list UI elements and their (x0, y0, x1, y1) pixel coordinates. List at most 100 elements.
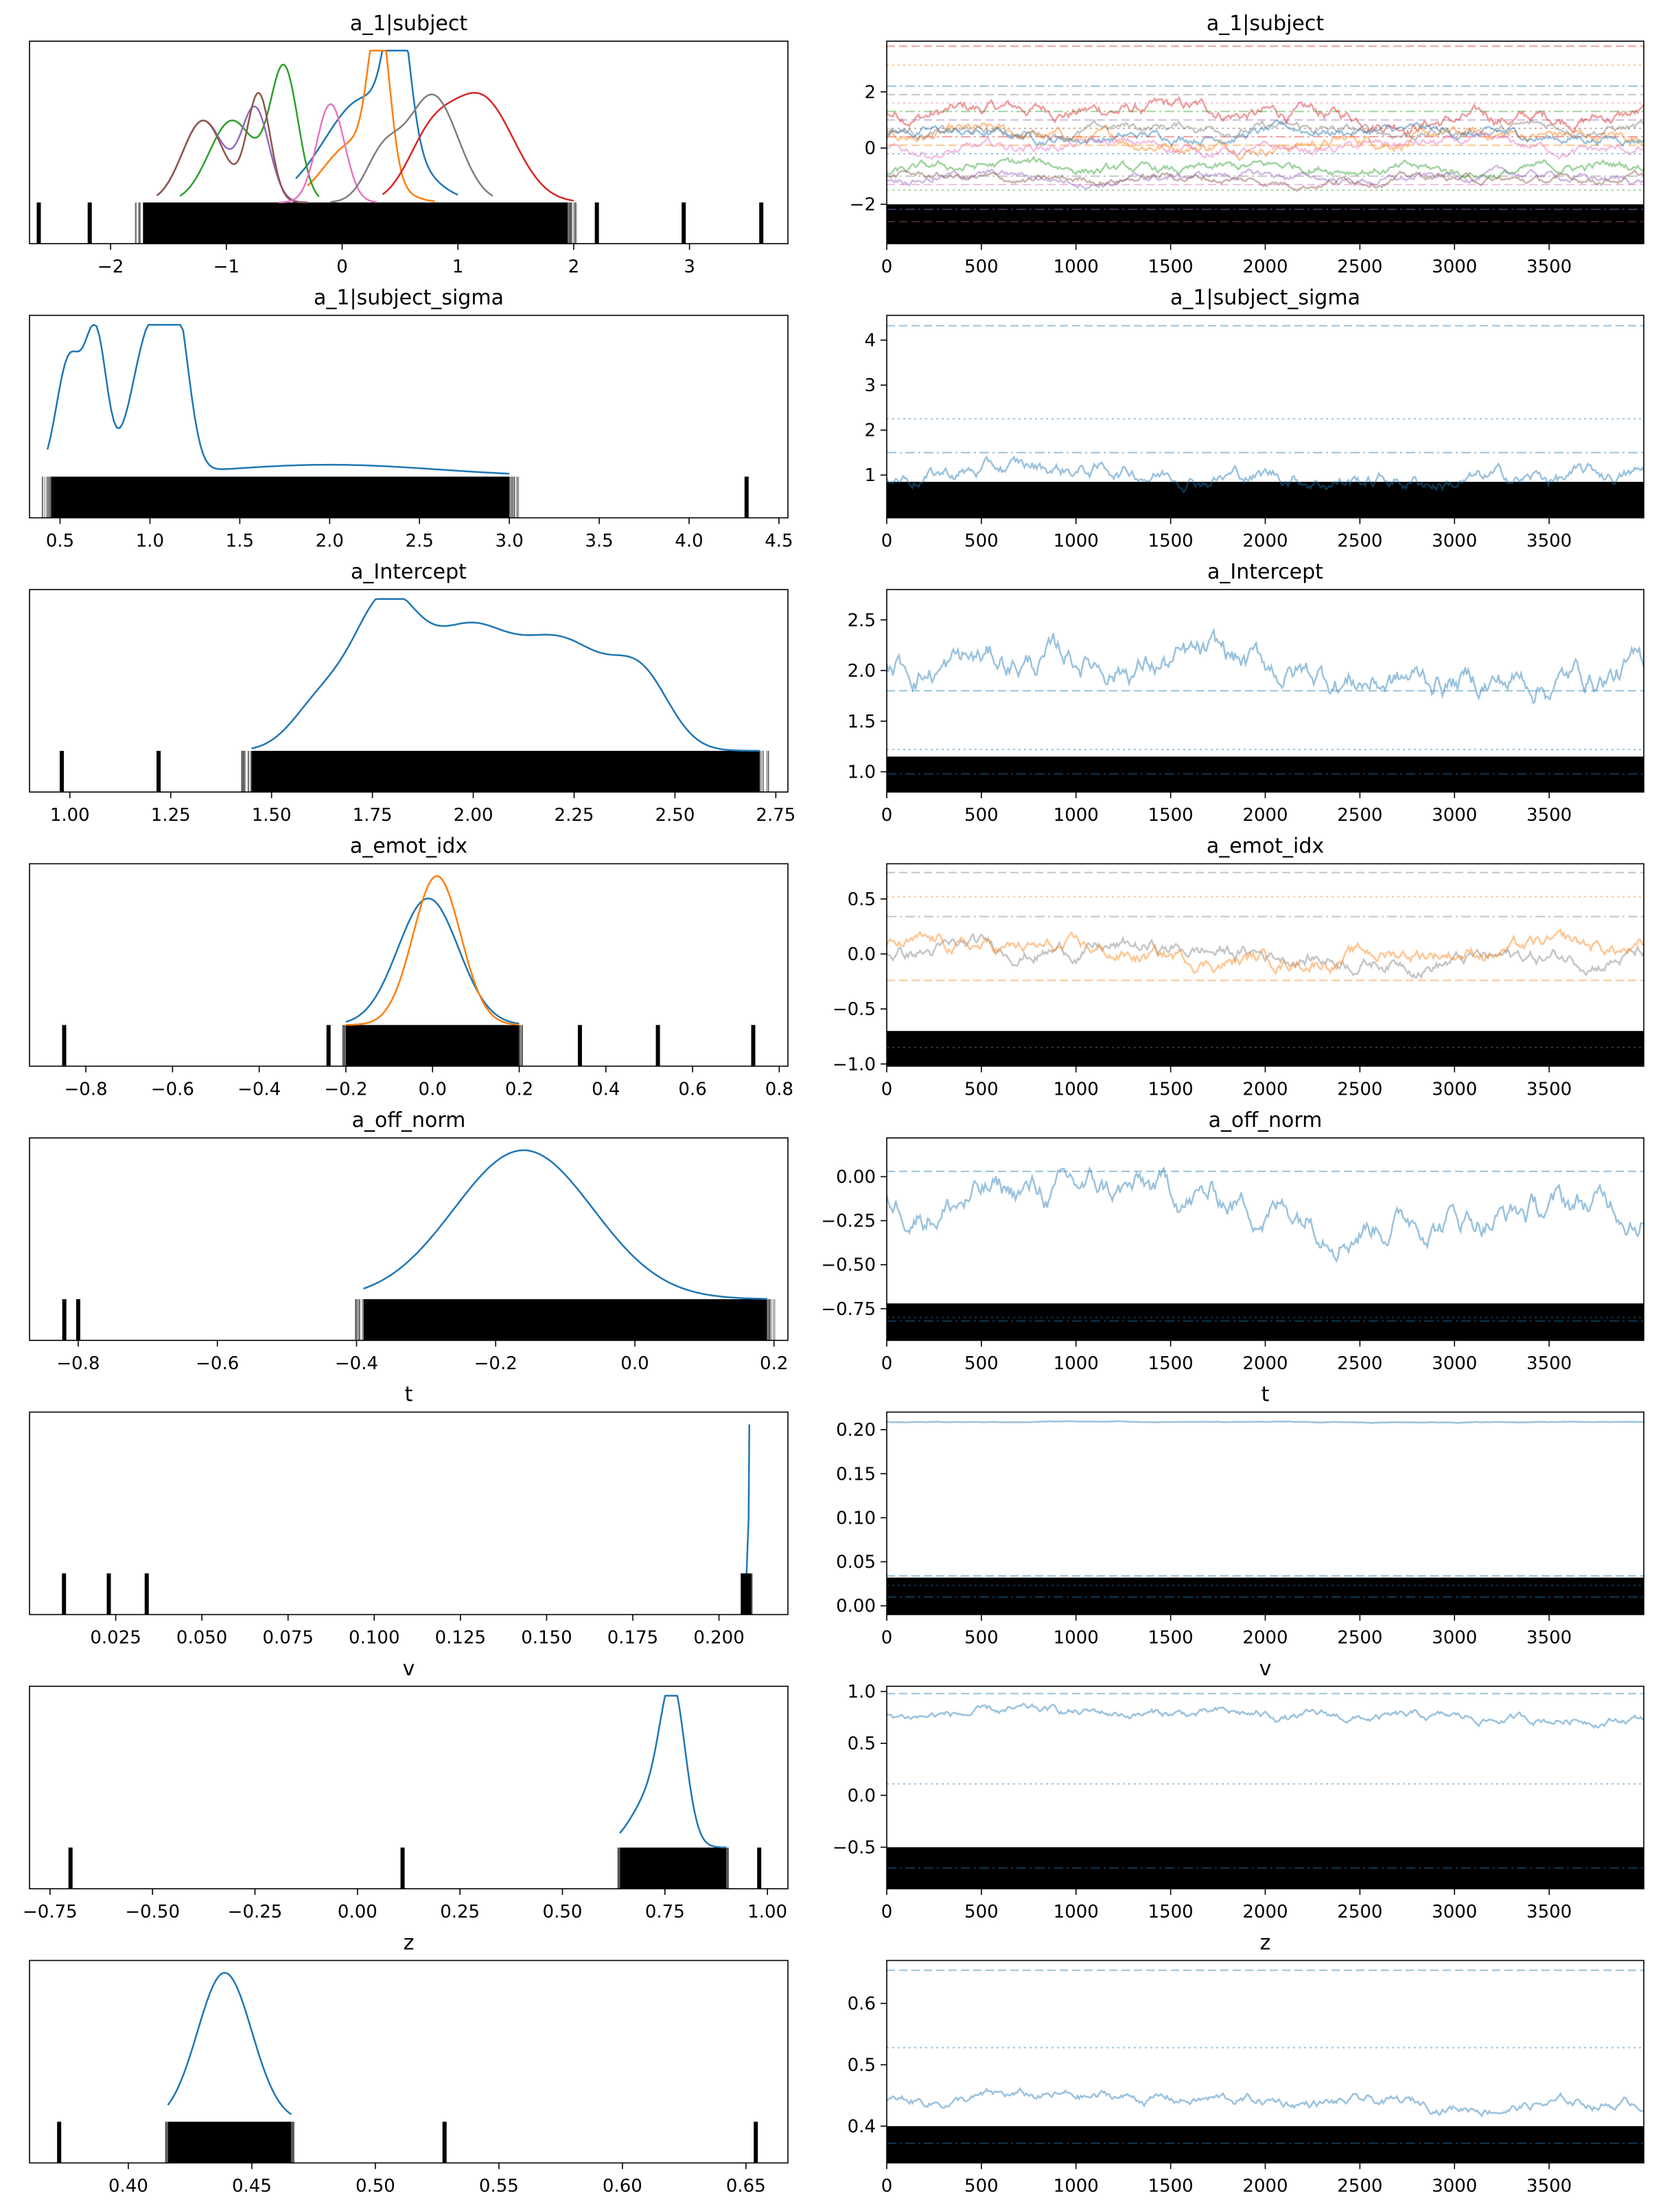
x-tick-label: 500 (964, 2176, 999, 2197)
trace-line-0 (887, 932, 1644, 980)
rug-band (363, 1299, 767, 1340)
panel-title: a_Intercept (351, 560, 467, 584)
trace-line-7 (887, 169, 1644, 192)
panel-title: a_1|subject (1207, 12, 1325, 36)
x-tick-label: 2000 (1242, 2176, 1288, 2197)
x-tick-label: 0.2 (505, 1080, 533, 1100)
trace-panel-11: t 0 500 1000 1500 2000 2500 3000 3500 0.00 0.05 0.1… (836, 1383, 1644, 1649)
density-curve-0 (363, 1149, 767, 1300)
y-tick-label: 0.5 (848, 889, 876, 910)
x-tick-label: 3500 (1526, 1902, 1572, 1922)
density-curve-0 (619, 1695, 727, 1849)
x-tick-label: 1.50 (252, 805, 292, 826)
x-tick-label: 0 (881, 1628, 893, 1649)
plot-area (887, 1969, 1644, 2163)
x-tick-label: −0.25 (228, 1902, 283, 1922)
x-tick-label: 3000 (1432, 2176, 1477, 2197)
y-tick-label: 2 (864, 82, 876, 103)
plot-area (887, 1165, 1644, 1340)
y-tick-label: 1.0 (848, 762, 876, 783)
x-tick-label: 1000 (1054, 1902, 1099, 1922)
x-tick-label: 0.50 (543, 1902, 583, 1922)
axes-frame (29, 1137, 789, 1341)
y-tick-label: 1.5 (848, 712, 876, 732)
trace-line-2 (887, 119, 1644, 148)
trace-line-6 (887, 164, 1644, 190)
axes-frame (29, 1686, 789, 1889)
x-tick-label: 0.45 (232, 2176, 272, 2197)
panel-title: t (405, 1383, 413, 1407)
x-tick-label: 2000 (1242, 531, 1288, 552)
y-tick-label: 0.10 (836, 1508, 876, 1528)
trace-line-5 (887, 155, 1644, 181)
plot-area (887, 627, 1644, 792)
panel-title: a_1|subject_sigma (314, 286, 504, 310)
x-tick-label: 0.5 (46, 531, 74, 552)
x-tick-label: 1000 (1054, 1353, 1099, 1374)
density-curve-0 (745, 1424, 750, 1574)
x-tick-label: 2.75 (756, 805, 795, 826)
panel-title: v (1259, 1657, 1272, 1681)
x-tick-label: 3500 (1526, 257, 1572, 277)
x-tick-label: 1000 (1054, 1080, 1099, 1100)
plot-area (62, 875, 756, 1067)
y-tick-label: −0.50 (821, 1255, 876, 1276)
x-tick-label: 0.00 (338, 1902, 377, 1922)
x-tick-label: 2000 (1242, 257, 1288, 277)
x-tick-label: 3000 (1432, 1902, 1477, 1922)
y-tick-label: 0.0 (848, 1786, 876, 1806)
x-tick-label: 0.0 (419, 1080, 447, 1100)
plot-area (41, 323, 749, 518)
y-tick-label: 1 (864, 465, 876, 486)
y-tick-label: 4 (864, 331, 876, 351)
x-tick-label: 1500 (1148, 2176, 1194, 2197)
x-tick-label: 0.60 (603, 2176, 642, 2197)
plot-area (887, 45, 1644, 244)
panel-title: z (1260, 1931, 1271, 1955)
x-tick-label: 3 (684, 257, 695, 277)
x-tick-label: 3500 (1526, 531, 1572, 552)
x-tick-label: 3500 (1526, 1080, 1572, 1100)
trace-band (887, 756, 1644, 792)
plot-area (68, 1695, 762, 1889)
y-tick-label: −0.5 (833, 999, 876, 1020)
x-tick-label: 3000 (1432, 257, 1477, 277)
x-tick-label: 0 (881, 1080, 893, 1100)
x-tick-label: 3.0 (495, 531, 523, 552)
axes-frame (29, 1411, 789, 1616)
trace-band (887, 1031, 1644, 1067)
x-tick-label: 1000 (1054, 1628, 1099, 1649)
x-tick-label: −0.6 (196, 1353, 239, 1374)
y-tick-label: 2.0 (848, 661, 876, 682)
x-tick-label: 3000 (1432, 531, 1477, 552)
y-tick-label: 0.20 (836, 1420, 876, 1441)
density-curve-5 (156, 91, 307, 204)
x-tick-label: 1500 (1148, 1902, 1194, 1922)
panel-title: a_Intercept (1207, 560, 1323, 584)
x-tick-label: 0.8 (765, 1080, 793, 1100)
x-tick-label: −1 (213, 257, 240, 277)
y-tick-label: −0.5 (833, 1837, 876, 1858)
trace-panel-15: z 0 500 1000 1500 2000 2500 3000 3500 0.4 0.5 0.6 (848, 1931, 1644, 2197)
trace-line-0 (887, 455, 1644, 494)
y-tick-label: 0.4 (848, 2117, 876, 2137)
density-curve-1 (307, 49, 435, 202)
x-tick-label: 2.25 (555, 805, 594, 826)
y-tick-label: 3 (864, 375, 876, 396)
x-tick-label: 1500 (1148, 531, 1194, 552)
density-panel-4: a_Intercept 1.00 1.25 1.50 1.75 2.00 2.25 2.50 2… (29, 560, 795, 826)
x-tick-label: 2500 (1337, 1353, 1382, 1374)
axes-frame (29, 40, 789, 244)
x-tick-label: 1000 (1054, 805, 1099, 826)
trace-band (887, 204, 1644, 244)
axes-frame (29, 1959, 789, 2164)
x-tick-label: 0.075 (262, 1628, 313, 1649)
x-tick-label: 4.5 (765, 531, 793, 552)
x-tick-label: 500 (964, 1628, 999, 1649)
x-tick-label: 1.25 (151, 805, 191, 826)
x-tick-label: 2500 (1337, 1902, 1382, 1922)
x-tick-label: 3000 (1432, 805, 1477, 826)
x-tick-label: 0 (336, 257, 348, 277)
panel-title: a_off_norm (1209, 1108, 1323, 1132)
